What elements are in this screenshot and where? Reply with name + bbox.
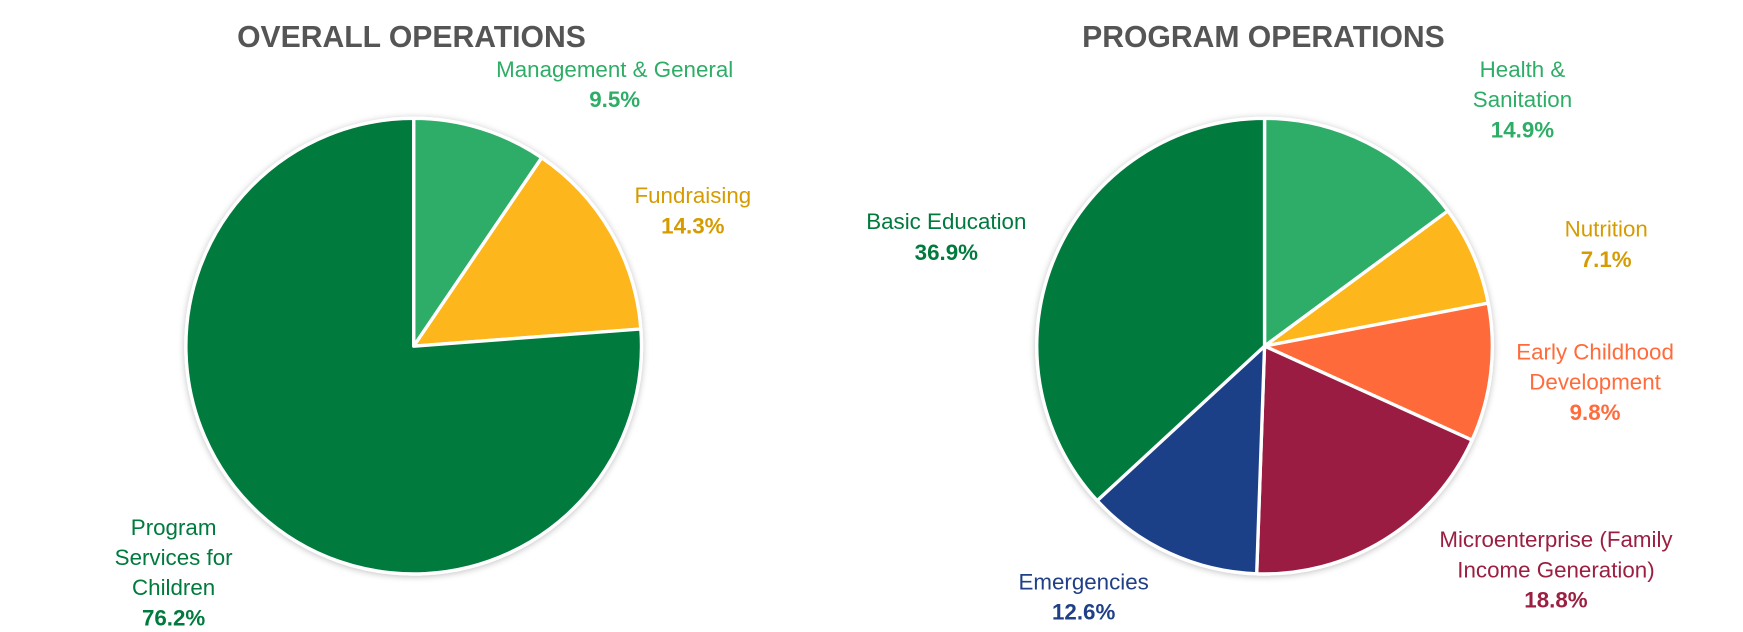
pie-slice <box>184 116 644 576</box>
slice-label: Emergencies <box>1018 570 1148 595</box>
slice-value-label: 7.1% <box>1581 247 1632 272</box>
slice-value-label: 9.8% <box>1570 400 1621 425</box>
slice-label: Basic Education <box>866 209 1026 234</box>
pie-slice <box>1262 116 1450 348</box>
slice-label: Children <box>132 575 215 600</box>
slice-value-label: 36.9% <box>915 240 978 265</box>
pie-slice <box>1095 344 1267 576</box>
slice-value-label: 76.2% <box>142 605 205 630</box>
pie-program <box>1035 116 1494 576</box>
slice-label: Fundraising <box>635 183 752 208</box>
pie-slice <box>1255 344 1474 576</box>
slice-label: Microenterprise (Family <box>1439 527 1673 552</box>
slice-value-label: 14.3% <box>661 213 724 238</box>
pie-overall <box>184 116 644 576</box>
slice-label: Program <box>131 515 217 540</box>
pie-slice <box>1035 116 1267 503</box>
slice-label: Development <box>1529 370 1661 395</box>
pie-slice <box>1262 301 1494 442</box>
slice-label: Sanitation <box>1473 87 1572 112</box>
chart-title-overall: OVERALL OPERATIONS <box>237 21 586 54</box>
slice-label: Early Childhood <box>1516 340 1674 365</box>
slice-label: Services for <box>115 545 233 570</box>
chart-title-program: PROGRAM OPERATIONS <box>1082 21 1445 54</box>
slice-label: Health & <box>1480 57 1566 82</box>
slice-value-label: 14.9% <box>1491 117 1554 142</box>
slice-label: Management & General <box>496 57 733 82</box>
slice-label: Income Generation) <box>1457 557 1654 582</box>
slice-value-label: 18.8% <box>1524 587 1587 612</box>
pie-slice <box>412 156 643 348</box>
slice-label: Nutrition <box>1565 217 1648 242</box>
pie-slice <box>412 116 544 348</box>
slice-value-label: 9.5% <box>589 87 640 112</box>
slice-value-label: 12.6% <box>1052 600 1115 625</box>
